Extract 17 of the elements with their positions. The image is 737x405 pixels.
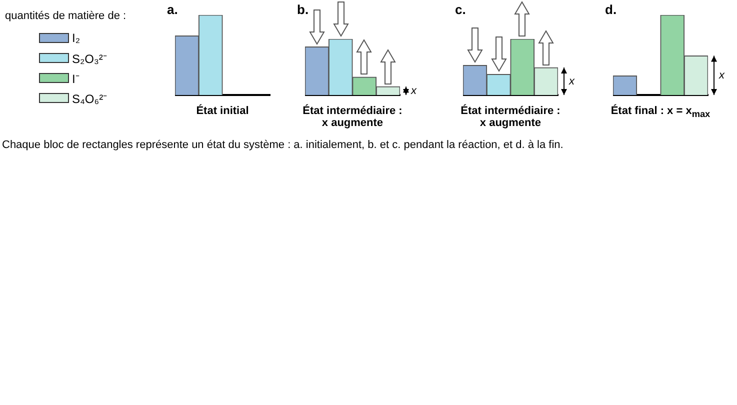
legend-label: S₂O₃²⁻ (72, 50, 107, 66)
x-axis-title: État intermédiaire : x augmente (460, 105, 562, 129)
text: Chaque bloc de rectangles représente un état du système : a. initialement, b. et c. pendant la réaction, et d. à la fin. (2, 139, 564, 151)
text: x (718, 69, 725, 82)
text: x (568, 75, 575, 88)
chart-title: c. (455, 2, 466, 17)
legend-label: I₂ (72, 31, 80, 45)
x-axis-title: État initial (195, 105, 250, 117)
chart-title: b. (297, 2, 309, 17)
chart-title: d. (605, 2, 617, 17)
x-axis-title: État intermédiaire : x augmente (302, 105, 404, 129)
legend-title: quantités de matière de : (5, 10, 126, 22)
legend-label: S₄O₆²⁻ (72, 90, 108, 106)
legend-label: I⁻ (72, 70, 80, 86)
x-axis-title: État final : x = x$_{max}$ (610, 105, 712, 120)
chart-title: a. (167, 2, 178, 17)
text: x (410, 84, 417, 97)
